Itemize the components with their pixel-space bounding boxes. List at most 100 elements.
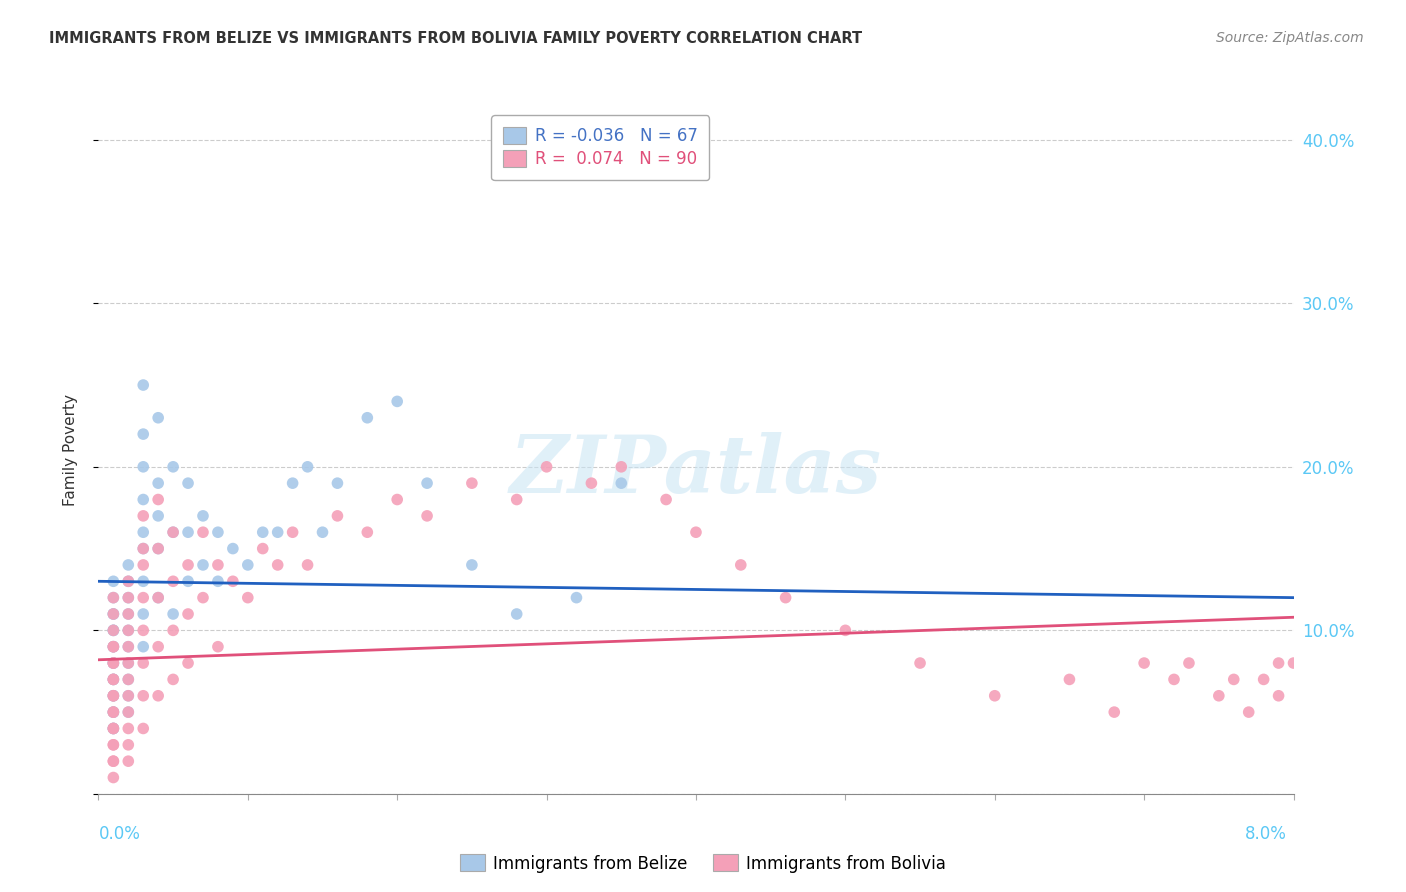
Point (117, 624, 139, 638)
Point (565, 591, 588, 605)
Point (162, 624, 184, 638)
Legend: R = -0.036   N = 67, R =  0.074   N = 90: R = -0.036 N = 67, R = 0.074 N = 90 (492, 115, 709, 180)
Point (222, 574, 245, 589)
Point (356, 410, 378, 425)
Point (177, 476, 200, 491)
Point (117, 640, 139, 654)
Point (461, 476, 484, 491)
Point (117, 591, 139, 605)
Point (655, 492, 678, 507)
Point (103, 607, 125, 621)
Point (148, 640, 170, 654)
Point (132, 656, 155, 670)
Point (148, 476, 170, 491)
Point (385, 394, 409, 409)
Point (1237, 705, 1260, 719)
Point (1267, 689, 1289, 703)
Point (103, 656, 125, 670)
Point (132, 508, 155, 523)
Point (148, 492, 170, 507)
Point (132, 558, 155, 572)
Point (117, 624, 139, 638)
Point (177, 656, 200, 670)
Point (103, 640, 125, 654)
Point (148, 591, 170, 605)
Point (117, 640, 139, 654)
Point (103, 754, 125, 768)
Point (103, 722, 125, 736)
Point (1222, 673, 1246, 687)
Point (252, 541, 274, 556)
Point (177, 607, 200, 621)
Point (103, 656, 125, 670)
Point (132, 607, 155, 621)
Text: IMMIGRANTS FROM BELIZE VS IMMIGRANTS FROM BOLIVIA FAMILY POVERTY CORRELATION CHA: IMMIGRANTS FROM BELIZE VS IMMIGRANTS FRO… (49, 31, 862, 46)
Point (297, 558, 319, 572)
Point (132, 574, 155, 589)
Point (207, 558, 229, 572)
Point (132, 459, 155, 474)
Point (103, 722, 125, 736)
Point (117, 705, 139, 719)
Point (117, 673, 139, 687)
Point (416, 476, 439, 491)
Point (148, 591, 170, 605)
Legend: Immigrants from Belize, Immigrants from Bolivia: Immigrants from Belize, Immigrants from … (453, 847, 953, 880)
Point (103, 574, 125, 589)
Point (730, 558, 752, 572)
Point (103, 607, 125, 621)
Point (207, 525, 229, 540)
Point (281, 525, 304, 540)
Point (506, 607, 529, 621)
Point (117, 591, 139, 605)
Point (103, 673, 125, 687)
Point (177, 558, 200, 572)
Point (356, 525, 378, 540)
Point (103, 689, 125, 703)
Point (1253, 673, 1275, 687)
Point (132, 591, 155, 605)
Point (191, 591, 214, 605)
Point (148, 541, 170, 556)
Point (326, 476, 349, 491)
Point (610, 476, 633, 491)
Point (162, 525, 184, 540)
Point (191, 558, 214, 572)
Point (103, 640, 125, 654)
Point (148, 689, 170, 703)
Point (103, 722, 125, 736)
Point (132, 689, 155, 703)
Point (177, 525, 200, 540)
Point (117, 738, 139, 752)
Point (132, 541, 155, 556)
Point (117, 607, 139, 621)
Point (236, 591, 259, 605)
Point (775, 591, 797, 605)
Point (103, 673, 125, 687)
Point (385, 492, 409, 507)
Text: Source: ZipAtlas.com: Source: ZipAtlas.com (1216, 31, 1364, 45)
Point (1059, 673, 1081, 687)
Point (132, 492, 155, 507)
Point (103, 591, 125, 605)
Point (103, 607, 125, 621)
Point (281, 476, 304, 491)
Point (103, 673, 125, 687)
Point (117, 574, 139, 589)
Point (103, 705, 125, 719)
Point (103, 722, 125, 736)
Point (103, 754, 125, 768)
Point (162, 673, 184, 687)
Point (536, 459, 558, 474)
Point (461, 558, 484, 572)
Point (132, 722, 155, 736)
Point (117, 689, 139, 703)
Point (103, 771, 125, 785)
Point (148, 541, 170, 556)
Point (207, 574, 229, 589)
Point (1267, 656, 1289, 670)
Point (103, 673, 125, 687)
Point (132, 541, 155, 556)
Point (103, 640, 125, 654)
Y-axis label: Family Poverty: Family Poverty (63, 394, 77, 507)
